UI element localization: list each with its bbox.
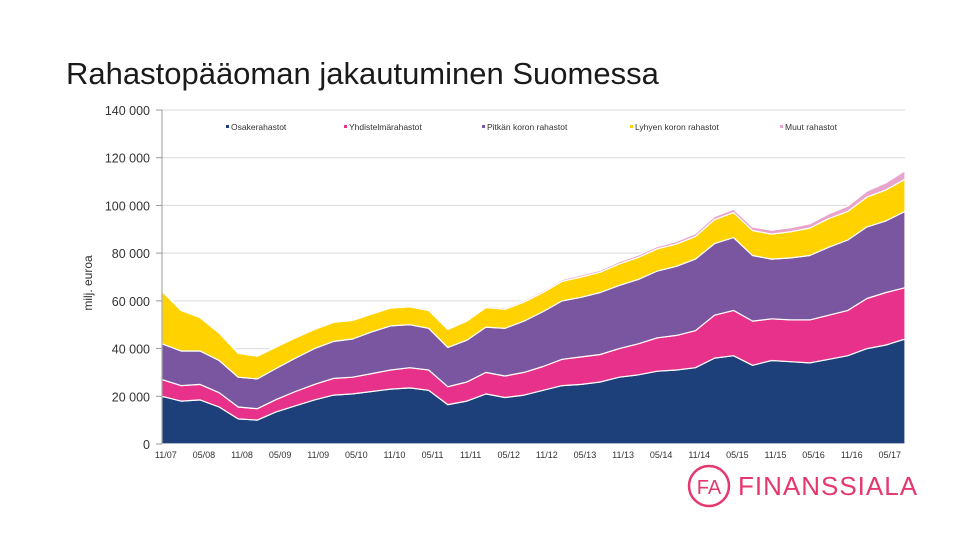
y-tick-label: 20 000 xyxy=(112,390,150,404)
logo-mark: FA xyxy=(697,477,722,499)
legend-label: Yhdistelmärahastot xyxy=(349,122,422,132)
x-tick-label: 05/09 xyxy=(269,450,292,460)
fa-logo-icon: FA xyxy=(687,464,731,508)
legend-swatch xyxy=(226,125,229,128)
x-tick-label: 11/07 xyxy=(155,450,177,460)
x-tick-label: 11/13 xyxy=(612,450,634,460)
y-tick-label: 60 000 xyxy=(112,295,150,309)
x-tick-label: 05/11 xyxy=(422,450,444,460)
y-axis: 0 20 000 40 000 60 000 80 000 100 000 120 000 1… xyxy=(105,104,163,452)
x-tick-label: 11/11 xyxy=(460,450,481,460)
legend-swatch xyxy=(344,125,347,128)
x-tick-label: 05/15 xyxy=(726,450,749,460)
y-tick-label: 100 000 xyxy=(105,199,150,213)
area-muut-rahastot xyxy=(161,170,906,357)
x-tick-label: 05/08 xyxy=(193,450,216,460)
x-tick-label: 11/09 xyxy=(307,450,329,460)
legend-swatch xyxy=(482,125,485,128)
x-tick-label: 11/10 xyxy=(383,450,405,460)
finanssiala-logo: FA FINANSSIALA xyxy=(686,463,918,509)
legend-label: Osakerahastot xyxy=(231,122,287,132)
legend-swatch xyxy=(780,125,783,128)
x-tick-label: 05/14 xyxy=(650,450,673,460)
x-tick-label: 11/14 xyxy=(688,450,710,460)
x-tick-label: 11/12 xyxy=(536,450,558,460)
legend: Osakerahastot Yhdistelmärahastot Pitkän ko… xyxy=(226,122,838,132)
series-areas xyxy=(161,170,906,445)
x-axis: 11/07 05/08 11/08 05/09 11/09 05/10 11/10 05/11… xyxy=(155,450,901,460)
y-axis-label: milj. euroa xyxy=(81,255,95,311)
x-tick-label: 05/16 xyxy=(802,450,825,460)
x-tick-label: 05/13 xyxy=(574,450,597,460)
legend-label: Lyhyen koron rahastot xyxy=(635,122,719,132)
y-tick-label: 80 000 xyxy=(112,247,150,261)
x-tick-label: 05/10 xyxy=(345,450,368,460)
x-tick-label: 11/16 xyxy=(841,450,863,460)
page-title: Rahastopääoman jakautuminen Suomessa xyxy=(66,56,659,91)
legend-label: Pitkän koron rahastot xyxy=(487,122,568,132)
y-tick-label: 140 000 xyxy=(105,104,150,118)
y-tick-label: 120 000 xyxy=(105,152,150,166)
y-tick-label: 0 xyxy=(143,438,150,452)
x-tick-label: 05/12 xyxy=(497,450,520,460)
logo-text: FINANSSIALA xyxy=(738,470,919,501)
x-tick-label: 05/17 xyxy=(878,450,901,460)
legend-label: Muut rahastot xyxy=(785,122,838,132)
x-tick-label: 11/08 xyxy=(231,450,253,460)
y-tick-label: 40 000 xyxy=(112,343,150,357)
x-tick-label: 11/15 xyxy=(765,450,787,460)
legend-swatch xyxy=(630,125,633,128)
